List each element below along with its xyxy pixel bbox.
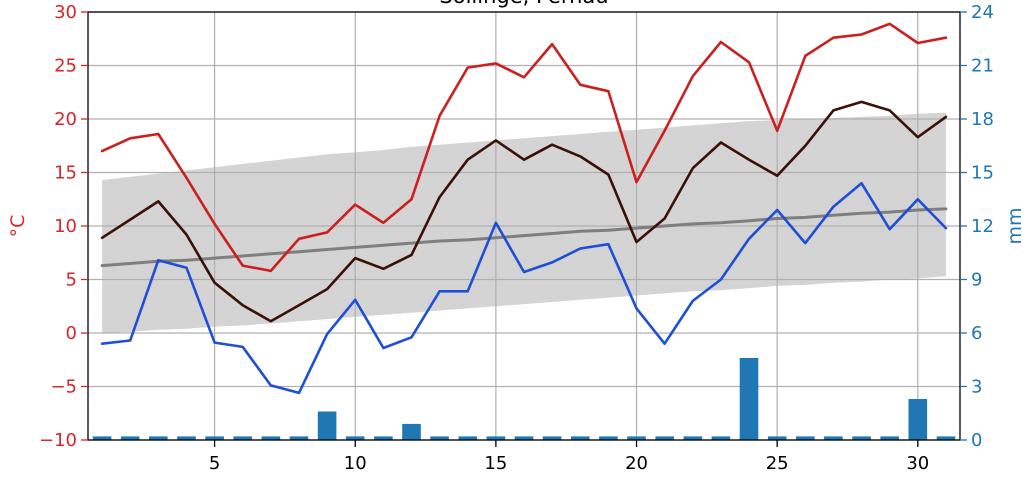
precipitation-bar <box>683 436 703 440</box>
precipitation-bars-layer <box>92 358 956 440</box>
chart-title: Söllinge, Pernau <box>439 0 608 8</box>
y-left-tick-label: 25 <box>54 56 77 77</box>
precipitation-bar <box>233 436 252 440</box>
precipitation-bar <box>655 436 674 440</box>
x-tick-label: 15 <box>484 453 507 474</box>
precipitation-bar <box>908 399 928 440</box>
x-tick-label: 20 <box>625 453 648 474</box>
temperature-lines-layer <box>100 22 948 395</box>
y-right-tick-label: 6 <box>971 323 982 344</box>
precipitation-bar <box>261 436 281 440</box>
precipitation-bar <box>542 436 562 440</box>
precipitation-bar <box>317 411 337 440</box>
y-right-tick-label: 9 <box>971 270 982 291</box>
precipitation-bar <box>880 436 899 440</box>
precipitation-bar <box>149 436 168 440</box>
y-left-tick-label: −10 <box>39 430 77 451</box>
precipitation-bar <box>852 436 871 440</box>
precipitation-bar <box>627 436 646 440</box>
y-right-tick-label: 3 <box>971 377 982 398</box>
precipitation-bar <box>767 436 787 440</box>
precipitation-bar <box>402 423 421 440</box>
min-temperature-line <box>100 181 948 395</box>
y-right-tick-label: 18 <box>971 109 994 130</box>
precipitation-bar <box>120 436 140 440</box>
precipitation-bar <box>514 436 534 440</box>
x-tick-label: 10 <box>344 453 367 474</box>
y-left-tick-label: 15 <box>54 163 77 184</box>
y-left-tick-label: 10 <box>54 216 77 237</box>
x-tick-label: 25 <box>766 453 789 474</box>
mean-temperature-line <box>100 100 948 323</box>
y-left-tick-label: 0 <box>66 323 77 344</box>
y-right-tick-label: 15 <box>971 163 994 184</box>
normal-mean-line <box>100 207 948 268</box>
x-tick-label: 30 <box>906 453 929 474</box>
precipitation-bar <box>711 436 731 440</box>
precipitation-bar <box>796 436 815 440</box>
precipitation-bar <box>739 358 759 440</box>
precipitation-bar <box>92 436 112 440</box>
precipitation-bar <box>486 436 506 440</box>
precipitation-bar <box>458 436 478 440</box>
precipitation-bar <box>289 436 309 440</box>
precipitation-bar <box>824 436 843 440</box>
y-right-tick-label: 12 <box>971 216 994 237</box>
precipitation-bar <box>345 436 365 440</box>
y-axis-right-label: mm <box>1004 207 1026 244</box>
y-right-tick-label: 24 <box>971 2 994 23</box>
precipitation-bar <box>571 436 590 440</box>
max-temperature-line <box>100 22 948 273</box>
y-left-tick-label: 20 <box>54 109 77 130</box>
ticks-layer: −10 −5 0 5 10 15 20 25 30 0 3 6 9 12 15 18 21 24 5 10 15 20 25… <box>39 2 994 474</box>
normal-range-band-layer <box>102 112 946 333</box>
x-tick-label: 5 <box>209 453 220 474</box>
y-left-tick-label: 30 <box>54 2 77 23</box>
y-axis-left-label: °C <box>7 215 29 238</box>
precipitation-bar <box>430 436 449 440</box>
normal-range-band <box>102 112 946 333</box>
y-left-tick-label: 5 <box>66 270 77 291</box>
y-left-tick-label: −5 <box>50 377 77 398</box>
y-right-tick-label: 0 <box>971 430 982 451</box>
precipitation-bar <box>177 436 196 440</box>
precipitation-bar <box>374 436 393 440</box>
y-right-tick-label: 21 <box>971 56 994 77</box>
precipitation-bar <box>599 436 618 440</box>
precipitation-bar <box>205 436 224 440</box>
precipitation-bar <box>936 436 956 440</box>
